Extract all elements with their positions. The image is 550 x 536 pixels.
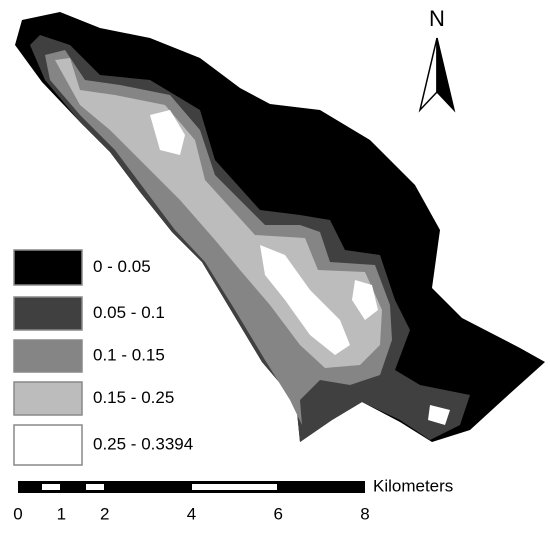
scale-bar-segment [192,484,277,490]
legend-swatch [13,296,83,331]
scale-bar: Kilometers 0 1 2 4 6 8 [13,476,453,523]
legend-swatch [13,381,83,416]
legend-swatch [13,249,83,286]
legend-swatch [13,424,83,466]
legend: 0 - 0.05 0.05 - 0.1 0.1 - 0.15 0.15 - 0.25 0… [13,249,193,466]
scale-tick-label: 4 [187,504,196,523]
zone-0.25-0.3394 [150,110,450,425]
scale-bar-base [18,481,365,493]
scale-bar-segment [86,484,104,490]
legend-label: 0.05 - 0.1 [93,303,165,322]
scale-tick-label: 8 [360,504,369,523]
north-arrow-right [436,37,456,113]
map-region [15,12,545,442]
legend-label: 0.25 - 0.3394 [93,434,193,453]
north-label: N [429,6,445,31]
scale-unit: Kilometers [373,476,453,495]
legend-label: 0.1 - 0.15 [93,345,165,364]
scale-tick-label: 2 [100,504,109,523]
scale-bar-segment [42,484,60,490]
legend-label: 0.15 - 0.25 [93,388,174,407]
scale-tick-label: 0 [13,504,22,523]
legend-swatch [13,339,83,373]
scale-tick-label: 6 [274,504,283,523]
north-arrow: N [418,6,456,113]
legend-label: 0 - 0.05 [93,257,151,276]
north-arrow-left [418,37,438,113]
scale-tick-label: 1 [57,504,66,523]
